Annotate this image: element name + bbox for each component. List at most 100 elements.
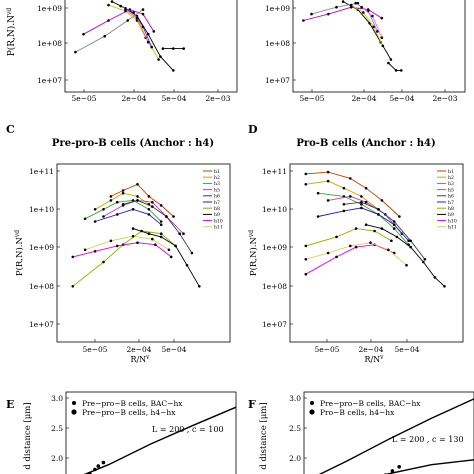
panel-e-ytick: 2.0 (51, 454, 63, 463)
panel-d-data-point (342, 186, 346, 190)
panel-c-data-point (147, 232, 151, 235)
panel-a-data-point (126, 19, 129, 22)
panel-d-data-point (377, 208, 380, 211)
panel-d-legend-label: h2 (448, 175, 454, 181)
panel-e-ylabel: d distance [μm] (23, 402, 33, 469)
panel-b-series-line (350, 4, 384, 46)
panel-d-letter: D (248, 123, 258, 136)
panel-d-legend-label: h8 (448, 206, 454, 212)
panel-d-plot-area (304, 170, 446, 288)
panel-d-series-line (318, 192, 409, 245)
panel-d-data-point (316, 191, 320, 195)
panel-d-data-point (395, 235, 399, 239)
panel-a-data-point (141, 8, 145, 11)
panel-c-data-point (159, 223, 163, 226)
panel-c-xtick: 5e−04 (161, 345, 186, 354)
panel-b-data-point (372, 25, 376, 29)
panel-c-data-point (102, 260, 105, 264)
panel-c-legend-label: h7 (214, 200, 220, 206)
panel-c-series-line (132, 228, 200, 287)
panel-e-legend-marker (71, 409, 77, 415)
panel-b-data-point (371, 14, 374, 18)
panel-f-plot-frame (303, 391, 474, 474)
panel-d-series-line (343, 201, 426, 260)
panel-d-data-point (304, 244, 308, 248)
panel-c-data-point (93, 220, 97, 223)
panel-a-data-point (146, 32, 150, 36)
panel-a-ytick: 1e+09 (37, 4, 62, 13)
panel-d-data-point (377, 213, 380, 216)
panel-d-xtick: 2e−04 (358, 345, 383, 354)
panel-d-legend-label: h3 (448, 181, 454, 187)
panel-c-legend-label: h6 (214, 194, 220, 200)
panel-d-data-point (409, 239, 413, 243)
panel-c-data-point (151, 200, 154, 204)
panel-d-series-line (305, 244, 395, 275)
panel-d-xlabel: R/Nv (364, 354, 384, 364)
panel-c-data-point (198, 285, 201, 288)
panel-b-xtick: 5e−05 (299, 94, 324, 103)
panel-c-data-point (136, 195, 139, 198)
panel-f: F d distance [μm] 3.0 2.5 2.0 Pre−pro−B … (248, 391, 474, 474)
panel-a-data-point (132, 11, 135, 14)
panel-a-data-point (124, 8, 127, 11)
panel-c-data-point (151, 205, 154, 208)
panel-f-legend-label: Pre−pro−B cells, BAC−hx (320, 399, 421, 408)
panel-a-data-point (172, 47, 175, 50)
panel-c-data-point (131, 208, 135, 211)
panel-c-data-point (109, 199, 113, 202)
panel-d-data-point (360, 206, 363, 210)
panel-d-data-point (326, 199, 330, 202)
panel-b-data-point (380, 16, 384, 20)
panel-f-model-curve (318, 398, 474, 474)
panel-d-data-point (392, 227, 396, 230)
panel-b-data-point (302, 19, 305, 22)
panel-d-xtick: 5e−05 (314, 345, 339, 354)
panel-c-data-point (174, 244, 177, 248)
panel-c-data-point (190, 251, 194, 255)
panel-c-data-point (83, 248, 87, 252)
panel-a-data-point (152, 30, 156, 33)
panel-d-data-point (349, 195, 352, 198)
panel-c-data-point (182, 232, 185, 235)
panel-a-data-point (157, 58, 160, 61)
panel-e-legend-marker (72, 401, 76, 405)
panel-b-data-point (349, 3, 353, 7)
panel-f-y-ticks: 3.0 2.5 2.0 (289, 394, 307, 463)
panel-c-data-point (121, 191, 125, 195)
panel-a-xtick: 2e−04 (121, 94, 146, 103)
panel-d-data-point (304, 272, 308, 276)
panel-a-plot-area (74, 0, 185, 72)
panel-a-data-point (103, 34, 106, 38)
panel-f-legend-marker (310, 401, 314, 405)
panel-d-data-point (364, 223, 368, 226)
panel-b-plot-area (302, 0, 403, 72)
panel-d-legend-label: h11 (448, 225, 457, 231)
panel-d-data-point (335, 235, 338, 239)
panel-d-data-point (360, 200, 363, 204)
panel-d-data-point (380, 199, 384, 202)
panel-d-title: Pro-B cells (Anchor : h4) (296, 138, 435, 149)
panel-d-legend-label: h6 (448, 194, 454, 200)
panel-a-ylabel: P(R,N).Nvd (6, 8, 17, 57)
panel-a-data-point (82, 32, 85, 36)
panel-f-legend-label: Pro−B cells, h4−hx (320, 408, 395, 417)
panel-f-ylabel: d distance [μm] (259, 402, 269, 469)
panel-c-data-point (147, 195, 151, 198)
panel-f-data-point (390, 469, 395, 473)
panel-b-data-point (376, 30, 379, 33)
panel-a-data-point (135, 16, 139, 20)
panel-a-data-point (110, 0, 114, 3)
panel-d-data-point (326, 179, 330, 183)
panel-b-data-point (335, 5, 338, 9)
panel-d-data-point (354, 227, 358, 230)
panel-d-plot-frame (289, 163, 464, 343)
panel-c: C Pre-pro-B cells (Anchor : h4) P(R,N).N… (6, 123, 231, 364)
panel-d-data-point (380, 227, 384, 230)
panel-c-series-line (103, 199, 184, 235)
panel-d-legend-label: h7 (448, 200, 454, 206)
panel-c-data-point (71, 255, 75, 259)
